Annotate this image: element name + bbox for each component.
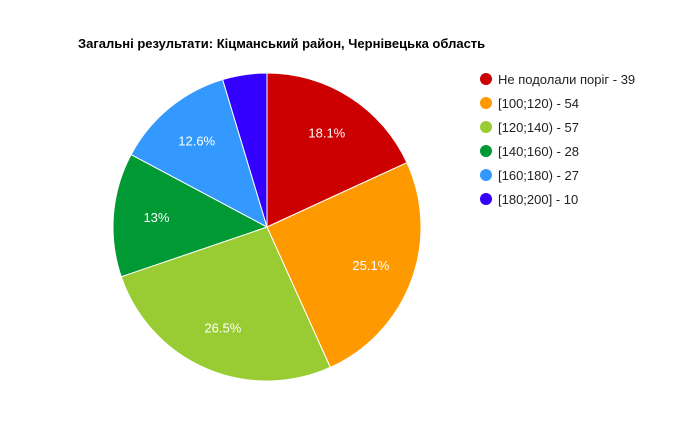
slice-percent-label-0: 18.1% xyxy=(308,126,345,141)
legend-marker-5 xyxy=(480,193,492,205)
pie-slices xyxy=(112,72,422,382)
slice-percent-label-2: 26.5% xyxy=(204,321,241,336)
slice-percent-label-3: 13% xyxy=(143,210,169,225)
legend-entry-4: [160;180) - 27 xyxy=(498,168,579,183)
legend-entry-0: Не подолали поріг - 39 xyxy=(498,72,635,87)
slice-percent-label-1: 25.1% xyxy=(352,258,389,273)
pie-slice-0 xyxy=(266,72,408,228)
pie-slice-labels: 18.1% 25.1% 26.5% 13% 12.6% xyxy=(143,126,389,336)
pie-slice-2 xyxy=(120,226,331,382)
legend-marker-2 xyxy=(480,121,492,133)
pie-slice-5 xyxy=(222,72,268,228)
legend-marker-4 xyxy=(480,169,492,181)
chart-title: Загальні результати: Кіцманський район, … xyxy=(78,36,485,51)
legend-entry-2: [120;140) - 57 xyxy=(498,120,579,135)
pie-slice-1 xyxy=(266,161,422,369)
legend-marker-3 xyxy=(480,145,492,157)
legend-entry-5: [180;200] - 10 xyxy=(498,192,578,207)
legend: Не подолали поріг - 39 [100;120) - 54 [120… xyxy=(480,72,635,207)
slice-percent-label-4: 12.6% xyxy=(178,133,215,148)
legend-marker-1 xyxy=(480,97,492,109)
pie-slice-3 xyxy=(112,153,269,278)
legend-entry-1: [100;120) - 54 xyxy=(498,96,579,111)
pie-slice-4 xyxy=(130,78,268,229)
legend-marker-0 xyxy=(480,73,492,85)
legend-entry-3: [140;160) - 28 xyxy=(498,144,579,159)
